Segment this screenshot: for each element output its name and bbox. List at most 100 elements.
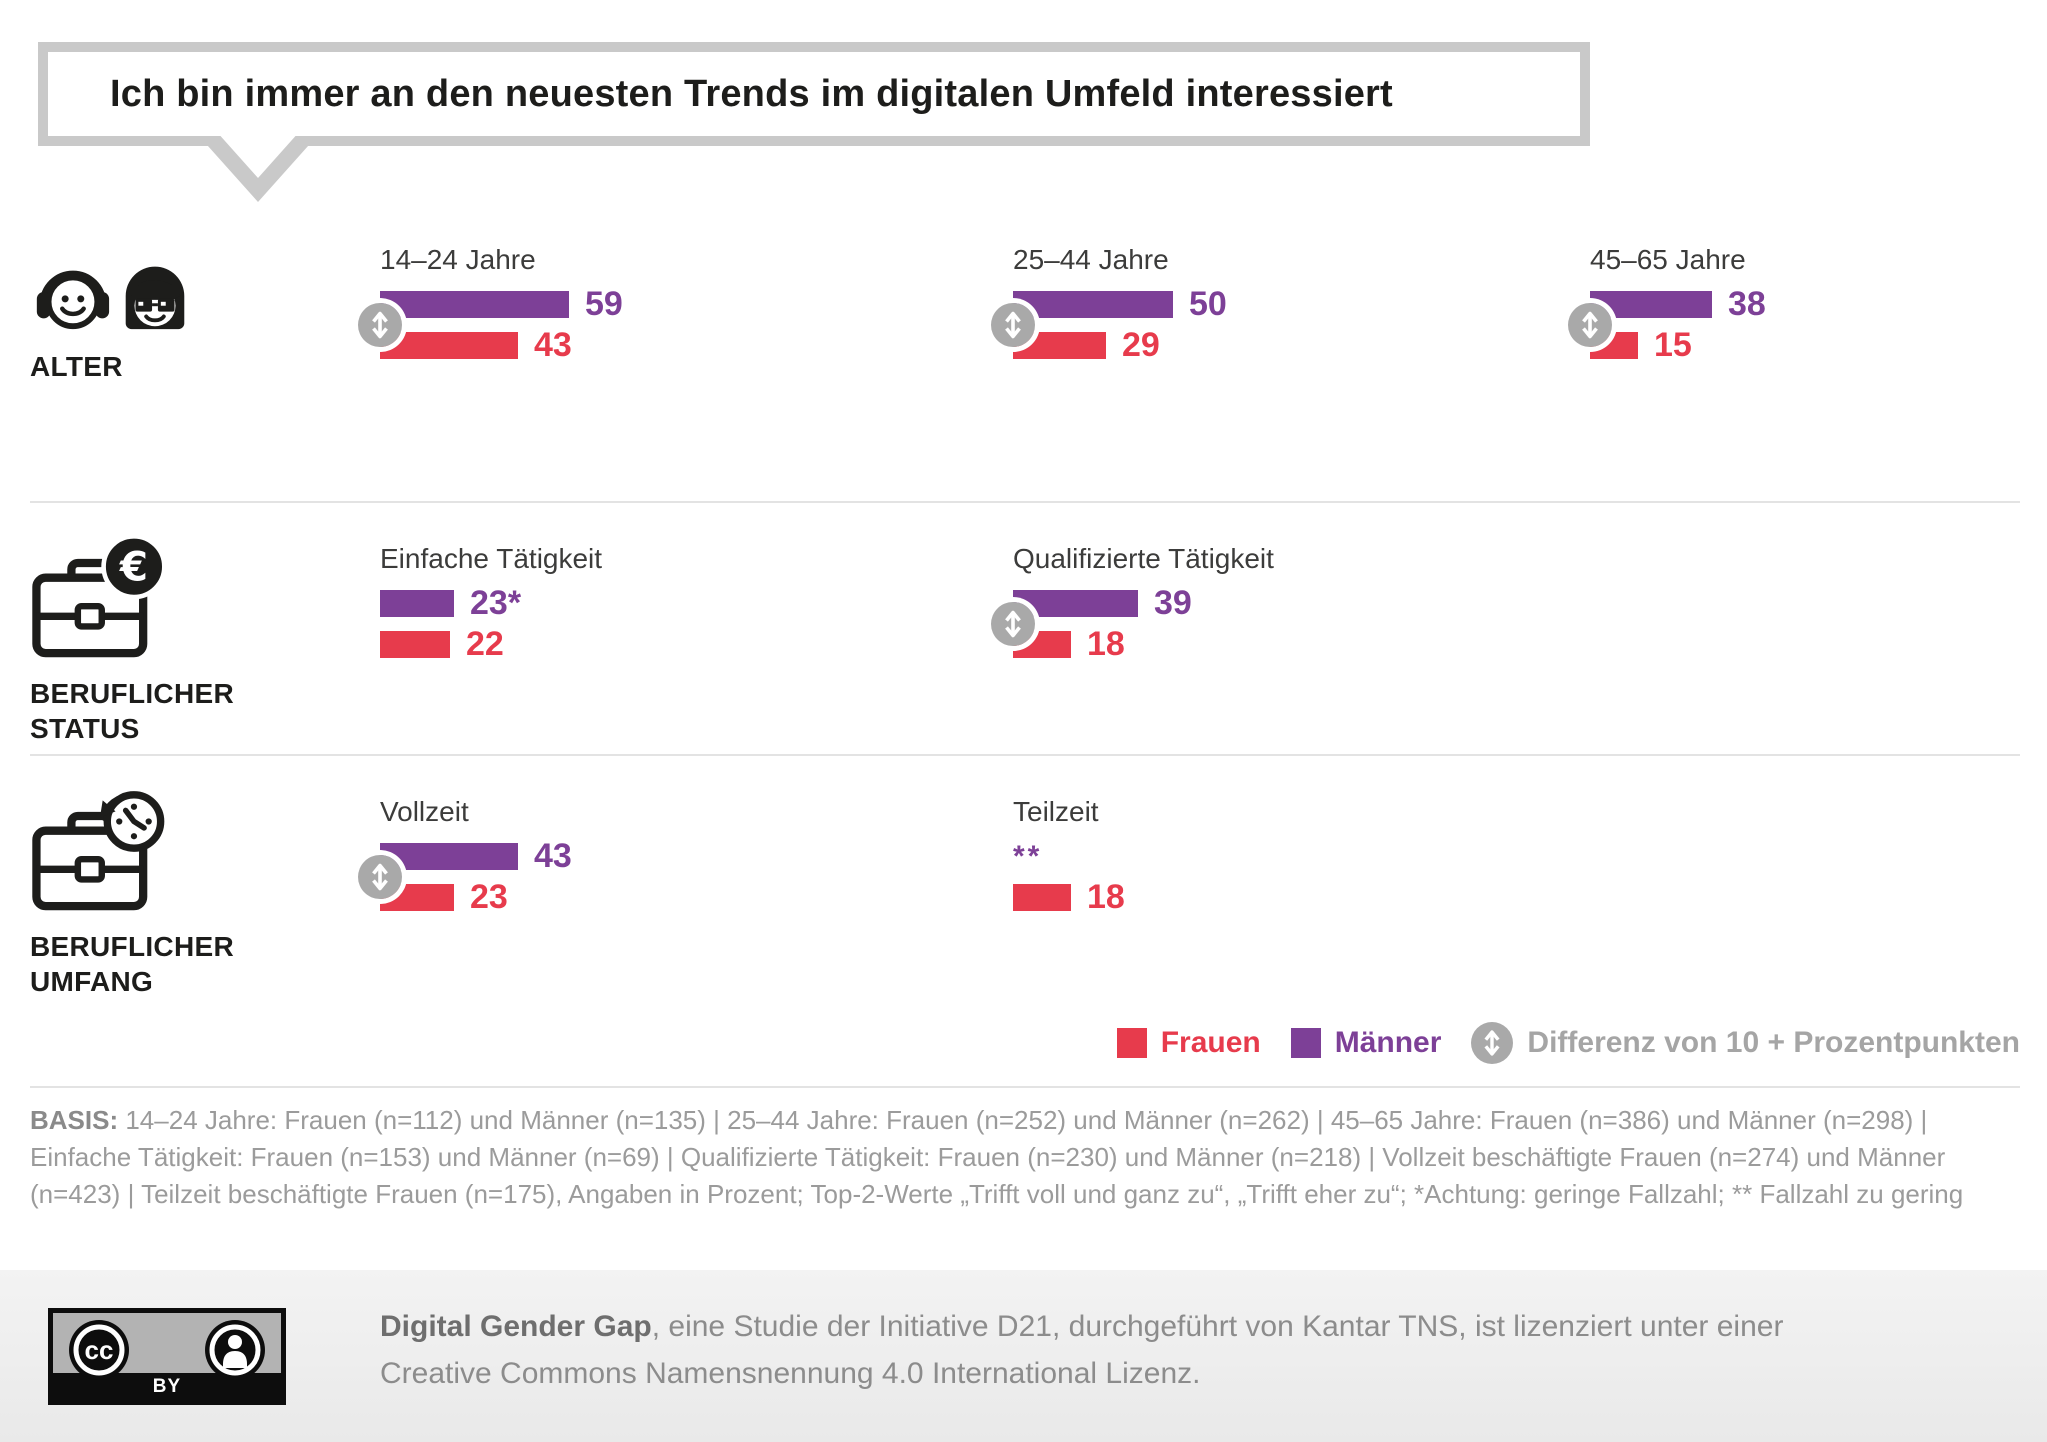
maenner-bar-row: 50 xyxy=(1013,285,1590,323)
diff-arrow-icon xyxy=(1568,303,1612,347)
license-text-line2: Creative Commons Namensnennung 4.0 Inter… xyxy=(380,1356,1201,1390)
frauen-bar-row: 18 xyxy=(1013,878,1590,916)
diff-arrow-icon xyxy=(1471,1022,1514,1064)
group-label: Teilzeit xyxy=(1013,796,1099,827)
bar-pair: 59 43 xyxy=(358,285,1013,364)
maenner-bar xyxy=(1590,291,1712,318)
basis-body: 14–24 Jahre: Frauen (n=112) und Männer (… xyxy=(30,1105,1964,1209)
chart-row-2: € BERUFLICHER STATUS Einfache Tätigkeit 23… xyxy=(30,503,2020,756)
category-cell: ALTER xyxy=(30,240,380,501)
legend-item-maenner: Männer xyxy=(1290,1026,1442,1060)
maenner-bar xyxy=(380,843,518,870)
frauen-swatch-icon xyxy=(1116,1028,1147,1058)
maenner-bar-row: 39 xyxy=(1013,584,1590,622)
maenner-bar-row: 43 xyxy=(380,837,1013,875)
frauen-bar xyxy=(380,332,518,359)
bar-group: Teilzeit ** 18 xyxy=(1013,756,1590,1006)
legend-item-frauen: Frauen xyxy=(1116,1026,1261,1060)
frauen-bar-row: 22 xyxy=(380,625,1013,663)
bar-pair: 23* 22 xyxy=(380,584,1013,663)
page-title: Ich bin immer an den neuesten Trends im … xyxy=(110,72,1393,115)
group-label: 45–65 Jahre xyxy=(1590,244,1746,275)
bar-pair: 39 18 xyxy=(991,584,1590,663)
category-label: BERUFLICHER STATUS xyxy=(30,678,234,744)
basis-prefix: BASIS: xyxy=(30,1105,119,1135)
maenner-bar xyxy=(1013,590,1138,617)
people-icon-wrap xyxy=(30,254,380,339)
diff-arrow-icon xyxy=(358,855,402,899)
maenner-value: 38 xyxy=(1728,285,1766,323)
bar-pair: 43 23 xyxy=(358,837,1013,916)
legend-item-differenz: Differenz von 10 + Prozentpunkten xyxy=(1471,1022,2020,1064)
cc-by-license-badge: cc BY xyxy=(48,1308,286,1405)
briefcase-clock-icon-wrap xyxy=(30,786,380,919)
frauen-bar xyxy=(380,631,450,658)
diff-arrow-icon xyxy=(358,303,402,347)
category-cell: BERUFLICHER UMFANG xyxy=(30,756,380,1006)
legend: Frauen Männer Differenz von 10 + Prozent… xyxy=(30,1022,2020,1064)
bubble-tail xyxy=(202,136,314,203)
license-text-line1: , eine Studie der Initiative D21, durchg… xyxy=(651,1310,1784,1343)
frauen-bar xyxy=(1013,884,1071,911)
group-label: Einfache Tätigkeit xyxy=(380,543,603,574)
category-label: ALTER xyxy=(30,351,123,382)
title-bubble: Ich bin immer an den neuesten Trends im … xyxy=(38,42,1590,203)
maenner-bar-row: 38 xyxy=(1590,285,2020,323)
chart-row-3: BERUFLICHER UMFANG Vollzeit 43 23 Teilzeit *… xyxy=(30,756,2020,1006)
maenner-value: 50 xyxy=(1189,285,1227,323)
maenner-bar xyxy=(1013,291,1173,318)
frauen-bar-row: 15 xyxy=(1590,326,2020,364)
legend-label: Frauen xyxy=(1160,1026,1261,1059)
frauen-value: 15 xyxy=(1654,326,1692,364)
frauen-value: 18 xyxy=(1087,878,1125,916)
diff-badge xyxy=(991,303,1035,347)
frauen-value: 23 xyxy=(470,878,508,916)
svg-text:cc: cc xyxy=(85,1335,114,1365)
bar-group: 14–24 Jahre 59 43 xyxy=(358,240,1013,501)
diff-arrow-icon xyxy=(991,303,1035,347)
category-cell: € BERUFLICHER STATUS xyxy=(30,503,380,754)
frauen-bar-row: 23 xyxy=(380,878,1013,916)
frauen-value: 29 xyxy=(1122,326,1160,364)
briefcase-clock-icon xyxy=(32,791,165,911)
bar-group: 25–44 Jahre 50 29 xyxy=(991,240,1590,501)
maenner-value: 23* xyxy=(470,584,522,622)
diff-arrow-icon xyxy=(1471,1022,1514,1064)
bar-group: 45–65 Jahre 38 15 xyxy=(1568,240,2020,501)
legend-label: Männer xyxy=(1334,1026,1442,1059)
diff-badge xyxy=(991,602,1035,646)
frauen-bar-row: 43 xyxy=(380,326,1013,364)
cc-person-icon xyxy=(205,1320,265,1380)
legend-label: Differenz von 10 + Prozentpunkten xyxy=(1527,1026,2020,1059)
maenner-bar-row: 23* xyxy=(380,584,1013,622)
cc-circles: cc xyxy=(53,1313,281,1382)
maenner-bar-row: 59 xyxy=(380,285,1013,323)
bar-group: Vollzeit 43 23 xyxy=(358,756,1013,1006)
maenner-value: 59 xyxy=(585,285,623,323)
bar-group: Einfache Tätigkeit 23* 22 xyxy=(380,503,1013,754)
briefcase-euro-icon-wrap: € xyxy=(30,533,380,666)
cc-icon: cc xyxy=(69,1320,129,1380)
group-label: Vollzeit xyxy=(380,796,469,827)
bar-pair: 50 29 xyxy=(991,285,1590,364)
group-label: Qualifizierte Tätigkeit xyxy=(1013,543,1274,574)
frauen-bar-row: 29 xyxy=(1013,326,1590,364)
maenner-swatch-icon xyxy=(1290,1028,1321,1058)
maenner-value: 39 xyxy=(1154,584,1192,622)
frauen-value: 43 xyxy=(534,326,572,364)
frauen-bar-row: 18 xyxy=(1013,625,1590,663)
maenner-value: 43 xyxy=(534,837,572,875)
category-label: BERUFLICHER UMFANG xyxy=(30,931,234,997)
bar-pair: ** 18 xyxy=(1013,840,1590,916)
group-label: 25–44 Jahre xyxy=(1013,244,1169,275)
footer: cc BY Digital Gender Gap, eine Studie de… xyxy=(0,1270,2047,1442)
svg-text:€: € xyxy=(119,542,148,590)
frauen-value: 22 xyxy=(466,625,504,663)
chart-rows: ALTER 14–24 Jahre 59 43 25–44 Jahre 50 29 45–… xyxy=(0,240,2047,1006)
maenner-bar xyxy=(380,291,569,318)
bar-group: Qualifizierte Tätigkeit 39 18 xyxy=(991,503,1590,754)
maenner-bar xyxy=(380,590,454,617)
people-icon xyxy=(36,266,185,330)
basis-divider xyxy=(30,1086,2020,1088)
